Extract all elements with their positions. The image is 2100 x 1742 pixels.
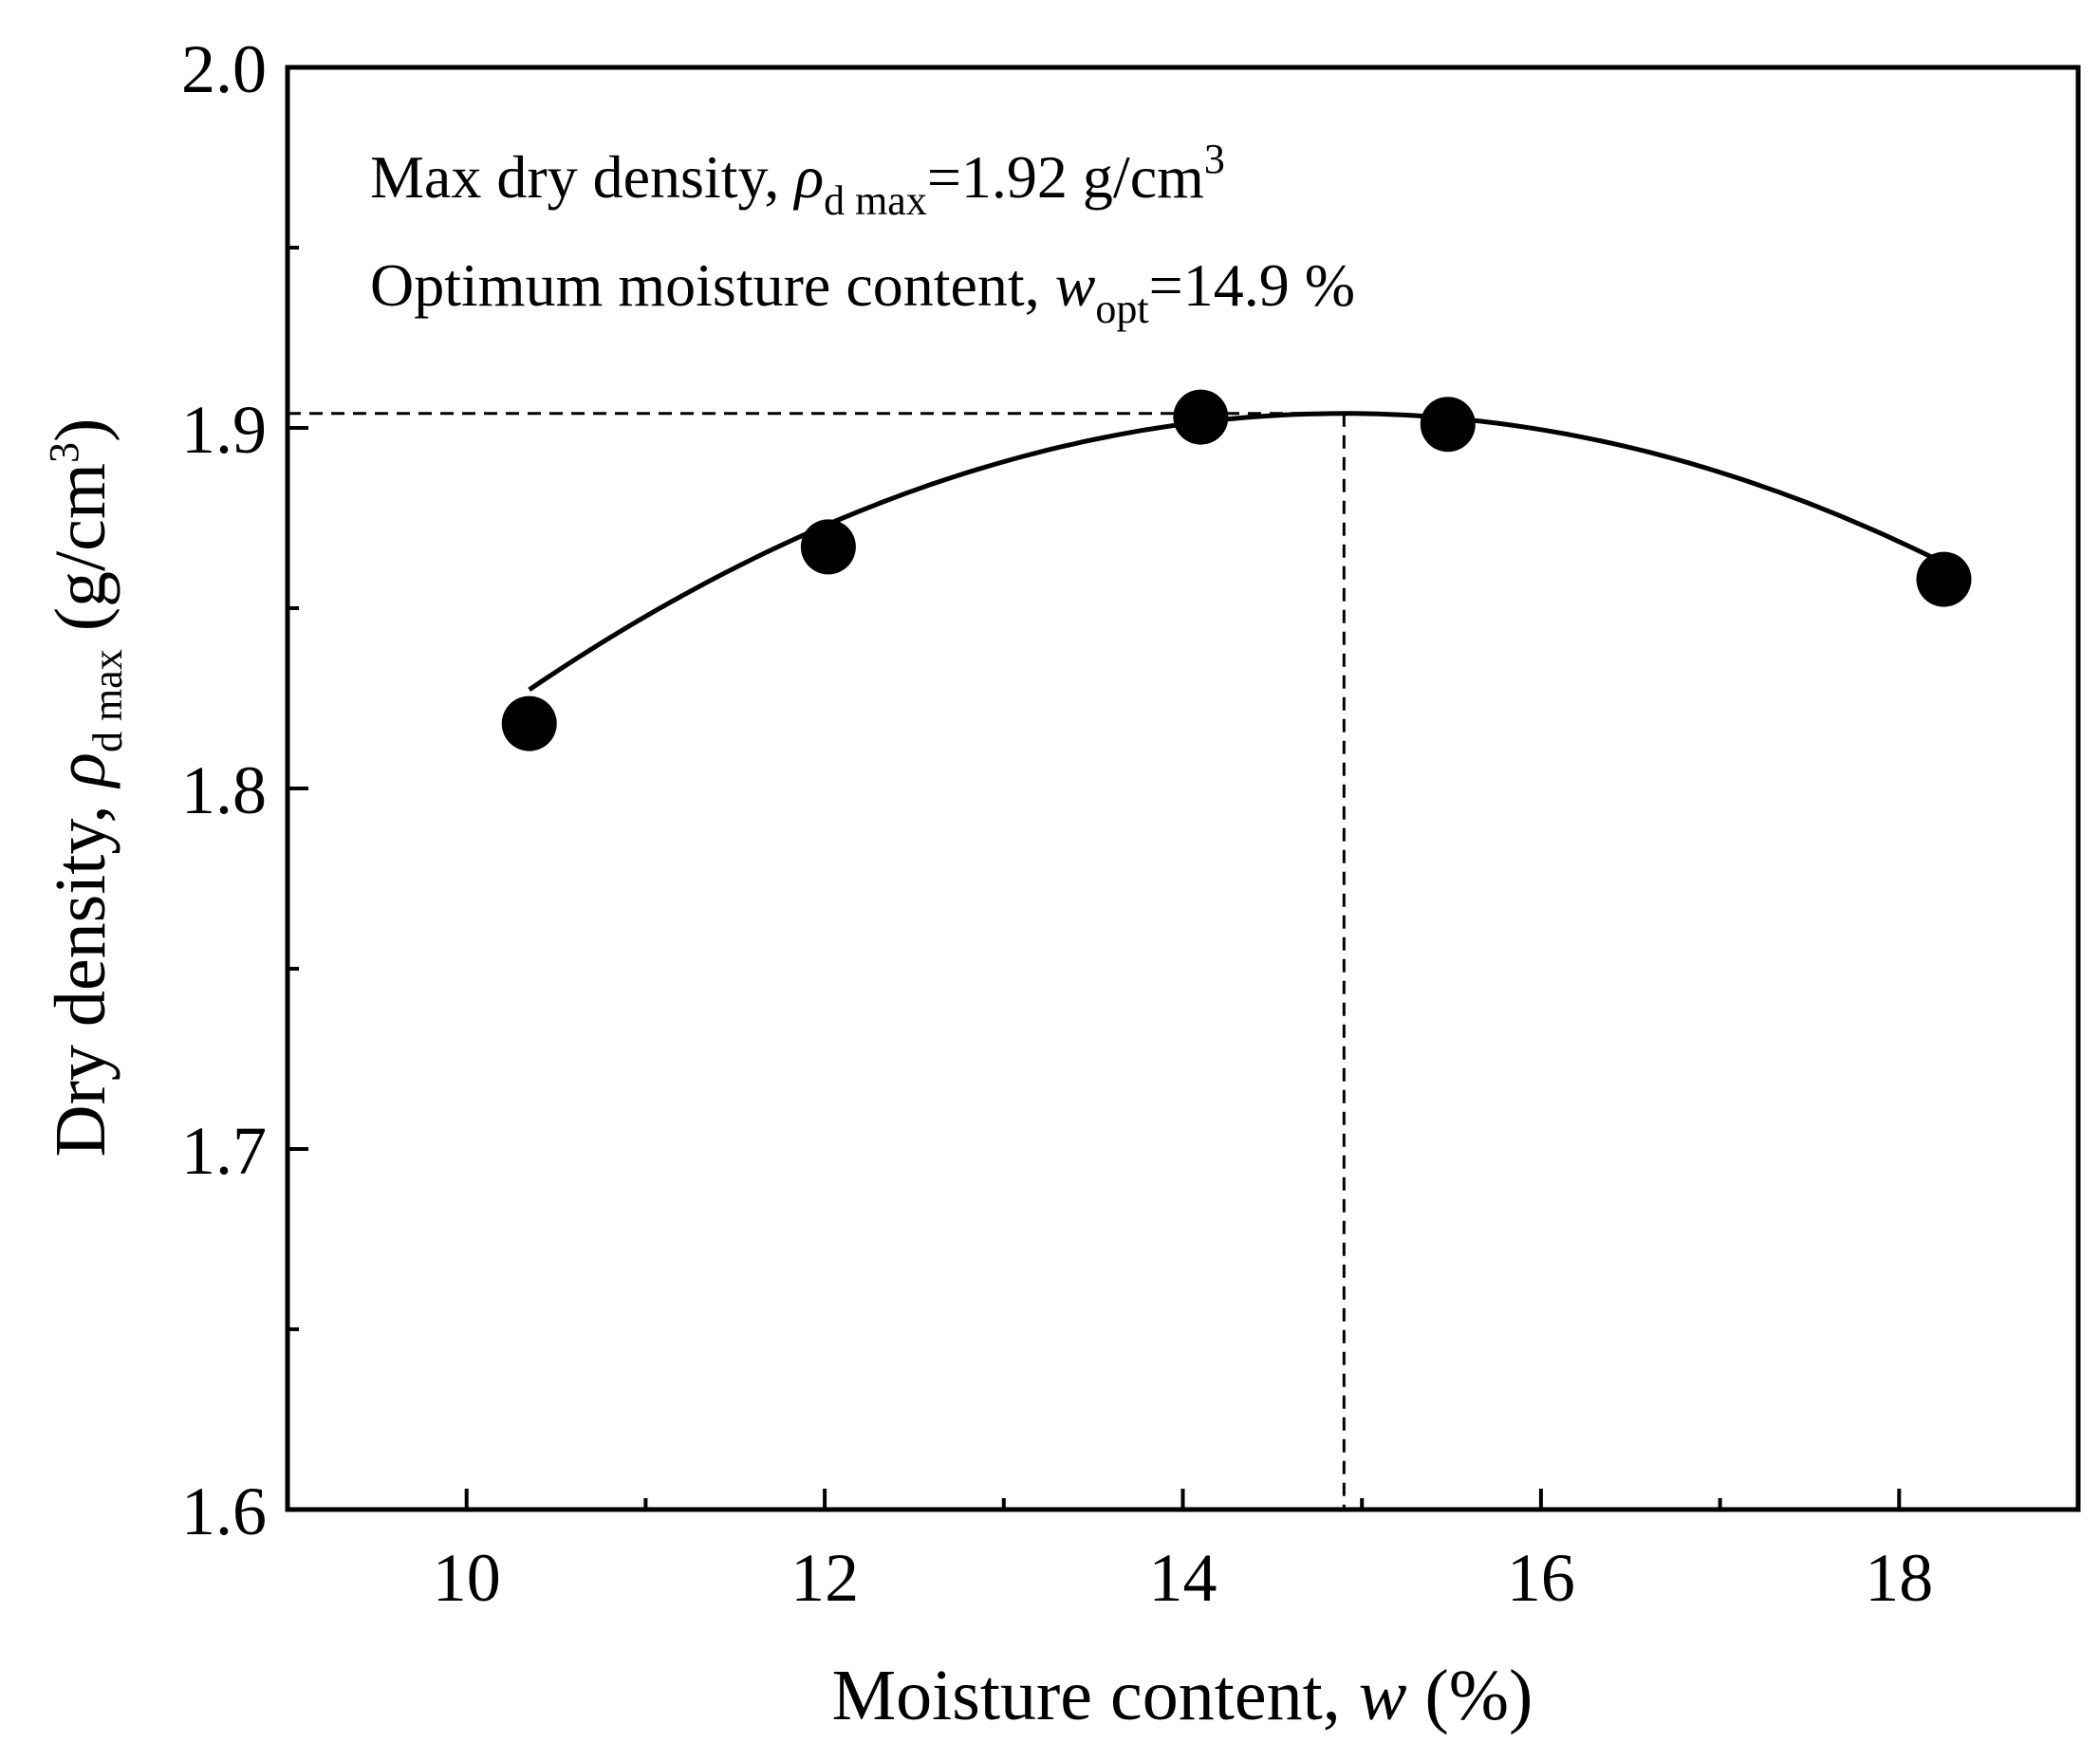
x-axis-ticks bbox=[464, 1489, 1902, 1510]
x-axis-tick-labels: 10 12 14 16 18 bbox=[433, 1540, 1934, 1616]
compaction-fit-curve bbox=[528, 411, 1945, 692]
data-points bbox=[501, 389, 1972, 751]
x-tick-label: 16 bbox=[1507, 1540, 1575, 1616]
x-tick-label: 14 bbox=[1149, 1540, 1217, 1616]
annotation-optimum-moisture-value: =14.9 % bbox=[1149, 251, 1355, 319]
annotation-rho-subscript: d max bbox=[824, 177, 927, 224]
annotation-w-subscript: opt bbox=[1095, 286, 1148, 332]
y-axis-ticks bbox=[288, 65, 308, 1511]
y-tick-label: 1.9 bbox=[181, 392, 267, 468]
y-axis-title-symbol: ρ bbox=[41, 752, 121, 788]
y-tick-label: 1.6 bbox=[181, 1473, 267, 1549]
annotation-w-symbol: w bbox=[1055, 251, 1096, 319]
annotation-max-dry-density-label: Max dry density, bbox=[370, 143, 794, 211]
x-axis-title: Moisture content, w (%) bbox=[832, 1656, 1533, 1735]
x-tick-label: 10 bbox=[433, 1540, 501, 1616]
y-axis-title-prefix: Dry density, bbox=[41, 788, 121, 1158]
x-tick-label: 18 bbox=[1865, 1540, 1933, 1616]
y-tick-label: 1.7 bbox=[181, 1113, 267, 1189]
data-point bbox=[501, 695, 557, 751]
y-axis-title-unit-open: (g/cm bbox=[41, 463, 121, 649]
annotation-optimum-moisture-label: Optimum moisture content, bbox=[370, 251, 1055, 319]
data-point bbox=[1173, 389, 1229, 445]
x-axis-title-symbol: w bbox=[1359, 1656, 1407, 1735]
annotation-max-dry-density: Max dry density, ρd max=1.92 g/cm3 bbox=[370, 136, 1225, 224]
annotation-max-dry-density-value: =1.92 g/cm bbox=[927, 143, 1204, 211]
y-axis-title: Dry density, ρd max (g/cm3) bbox=[41, 418, 131, 1158]
x-axis-title-prefix: Moisture content, bbox=[832, 1656, 1359, 1735]
data-point bbox=[1420, 397, 1476, 453]
y-tick-label: 2.0 bbox=[181, 31, 267, 107]
y-axis-title-unit-close: ) bbox=[41, 418, 121, 442]
x-axis-title-suffix: (%) bbox=[1406, 1656, 1533, 1735]
data-point bbox=[1916, 551, 1972, 607]
annotation-rho-symbol: ρ bbox=[792, 143, 824, 211]
x-tick-label: 12 bbox=[790, 1540, 859, 1616]
annotation-optimum-moisture: Optimum moisture content, wopt=14.9 % bbox=[370, 251, 1355, 332]
data-point bbox=[800, 519, 856, 575]
annotation-max-dry-density-superscript: 3 bbox=[1204, 136, 1225, 182]
y-tick-label: 1.8 bbox=[181, 752, 267, 828]
y-axis-title-superscript: 3 bbox=[41, 442, 87, 463]
y-axis-tick-labels: 1.6 1.7 1.8 1.9 2.0 bbox=[181, 31, 267, 1549]
y-axis-title-subscript: d max bbox=[84, 649, 131, 752]
